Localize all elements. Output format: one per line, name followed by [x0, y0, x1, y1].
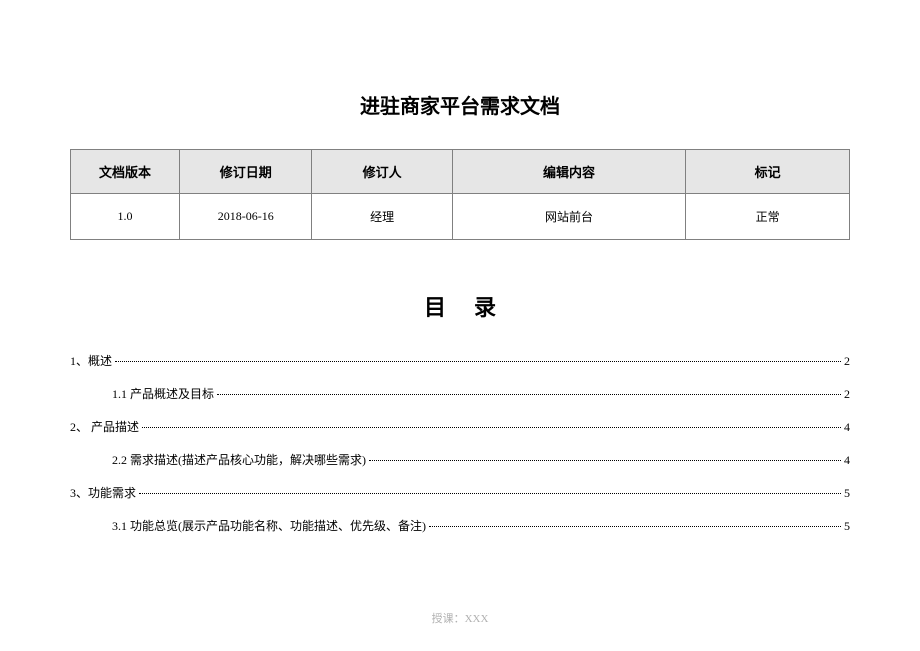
- table-header-row: 文档版本 修订日期 修订人 编辑内容 标记: [71, 150, 850, 194]
- toc-page-number: 4: [844, 453, 850, 468]
- toc-page-number: 5: [844, 486, 850, 501]
- header-date: 修订日期: [180, 150, 312, 194]
- toc-item: 2、 产品描述 4: [70, 418, 850, 435]
- toc-item: 2.2 需求描述(描述产品核心功能，解决哪些需求) 4: [70, 451, 850, 468]
- toc-dots: [429, 526, 841, 527]
- toc-page-number: 2: [844, 354, 850, 369]
- toc-page-number: 2: [844, 387, 850, 402]
- version-table: 文档版本 修订日期 修订人 编辑内容 标记 1.0 2018-06-16 经理 …: [70, 149, 850, 240]
- cell-content: 网站前台: [452, 194, 686, 240]
- document-page: 进驻商家平台需求文档 文档版本 修订日期 修订人 编辑内容 标记 1.0 201…: [0, 0, 920, 580]
- table-row: 1.0 2018-06-16 经理 网站前台 正常: [71, 194, 850, 240]
- cell-mark: 正常: [686, 194, 850, 240]
- toc-label: 3、功能需求: [70, 484, 136, 501]
- header-content: 编辑内容: [452, 150, 686, 194]
- toc-page-number: 5: [844, 519, 850, 534]
- toc-label: 3.1 功能总览(展示产品功能名称、功能描述、优先级、备注): [112, 517, 426, 534]
- toc-title: 目录: [70, 290, 850, 322]
- cell-author: 经理: [312, 194, 452, 240]
- header-author: 修订人: [312, 150, 452, 194]
- toc-list: 1、概述 2 1.1 产品概述及目标 2 2、 产品描述 4 2.2 需求描述(…: [70, 352, 850, 534]
- toc-item: 3、功能需求 5: [70, 484, 850, 501]
- header-mark: 标记: [686, 150, 850, 194]
- toc-dots: [139, 493, 841, 494]
- toc-item: 1、概述 2: [70, 352, 850, 369]
- toc-dots: [115, 361, 841, 362]
- toc-item: 3.1 功能总览(展示产品功能名称、功能描述、优先级、备注) 5: [70, 517, 850, 534]
- toc-dots: [217, 394, 841, 395]
- toc-label: 1.1 产品概述及目标: [112, 385, 214, 402]
- toc-dots: [369, 460, 841, 461]
- toc-page-number: 4: [844, 420, 850, 435]
- toc-label: 1、概述: [70, 352, 112, 369]
- toc-item: 1.1 产品概述及目标 2: [70, 385, 850, 402]
- cell-version: 1.0: [71, 194, 180, 240]
- cell-date: 2018-06-16: [180, 194, 312, 240]
- document-title: 进驻商家平台需求文档: [70, 90, 850, 119]
- toc-label: 2、 产品描述: [70, 418, 139, 435]
- header-version: 文档版本: [71, 150, 180, 194]
- toc-dots: [142, 427, 841, 428]
- toc-label: 2.2 需求描述(描述产品核心功能，解决哪些需求): [112, 451, 366, 468]
- footer-text: 授课：XXX: [0, 610, 920, 626]
